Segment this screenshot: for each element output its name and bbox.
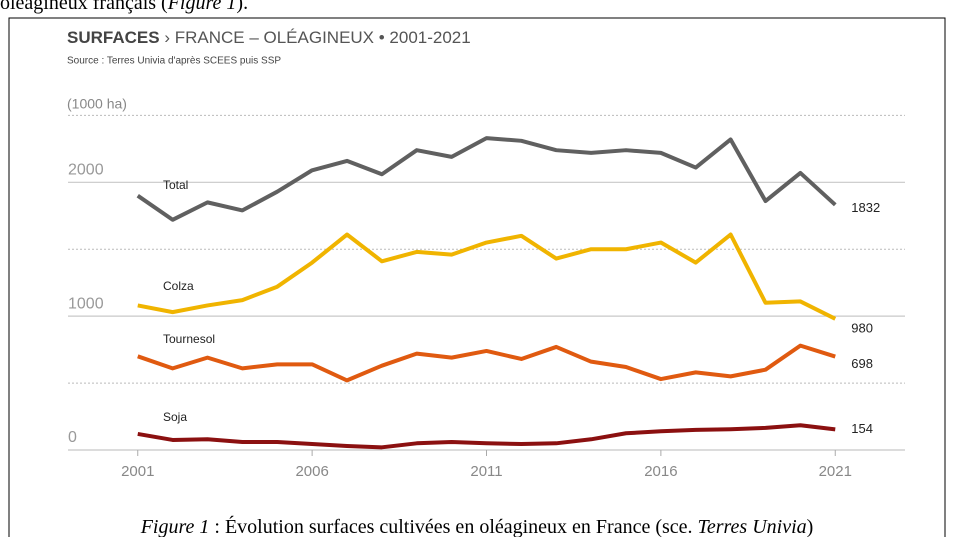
top-text: oléagineux français (Figure 1). (0, 0, 248, 14)
series-line (137, 423, 836, 450)
series-line (136, 136, 837, 222)
series-label: Total (163, 178, 188, 192)
x-tick-label: 2001 (121, 463, 154, 480)
text: Figure 1 (167, 0, 237, 14)
value-label: 698 (851, 356, 873, 371)
title-bold: SURFACES (67, 28, 160, 47)
value-label: 1832 (851, 200, 880, 215)
value-label: 154 (851, 421, 873, 436)
title: › FRANCE – OLÉAGINEUX • 2001-2021 (164, 28, 470, 47)
series-line (137, 232, 837, 321)
subtitle: Source : Terres Univia d'après SCEES pui… (67, 56, 281, 67)
y-tick-label: 1000 (68, 295, 104, 312)
text: : Évolution surfaces cultivées en oléagi… (209, 515, 697, 537)
series-line (137, 343, 836, 383)
text: Figure 1 (140, 516, 210, 537)
x-tick-label: 2021 (819, 463, 852, 480)
series-label: Colza (163, 279, 194, 293)
y-tick-label: 0 (68, 429, 77, 446)
series-label: Soja (163, 410, 187, 424)
caption: Figure 1 : Évolution surfaces cultivées … (140, 515, 814, 537)
text: oléagineux français ( (0, 0, 168, 14)
text: Terres Univia (698, 516, 807, 537)
frame (8, 17, 946, 537)
x-tick-label: 2011 (470, 463, 502, 480)
chart-title: SURFACES › FRANCE – OLÉAGINEUX • 2001-20… (67, 28, 471, 47)
plot: 0 1000 2000 2001 2006 2011 2016 2021 Total 1832 Co… (68, 114, 905, 480)
y-tick-label: 2000 (68, 162, 104, 179)
y-axis-label: (1000 ha) (67, 96, 127, 112)
text: ). (236, 0, 248, 14)
text: ) (807, 516, 814, 537)
series-label: Tournesol (163, 332, 215, 346)
value-label: 980 (851, 320, 873, 335)
x-tick-label: 2016 (644, 463, 677, 480)
x-tick-label: 2006 (295, 463, 328, 480)
